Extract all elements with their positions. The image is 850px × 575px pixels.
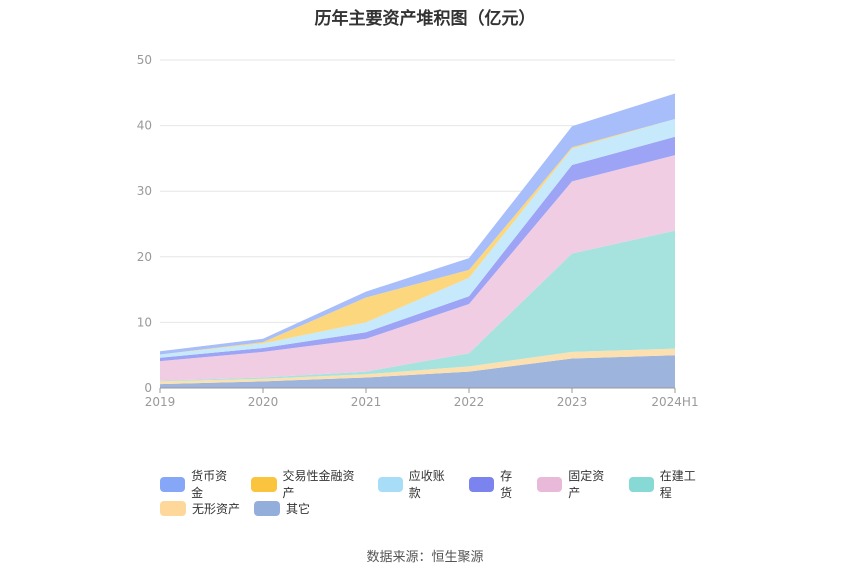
area-series bbox=[160, 348, 675, 385]
legend-item[interactable]: 无形资产 bbox=[160, 500, 240, 517]
legend-label: 应收账款 bbox=[408, 469, 445, 500]
legend-swatch bbox=[469, 476, 495, 492]
chart-legend: 货币资金 交易性金融资产 应收账款 存货 固定资产 在建工程无形资产 其它 bbox=[160, 469, 720, 520]
area-series bbox=[160, 136, 675, 362]
legend-label: 无形资产 bbox=[192, 501, 241, 516]
area-series bbox=[160, 119, 675, 355]
legend-swatch bbox=[537, 476, 563, 492]
legend-label: 固定资产 bbox=[568, 469, 605, 500]
y-tick-label: 40 bbox=[137, 119, 152, 133]
legend-swatch bbox=[251, 476, 277, 492]
legend-label: 其它 bbox=[286, 501, 311, 516]
legend-item[interactable]: 其它 bbox=[254, 500, 310, 517]
legend-swatch bbox=[254, 500, 281, 516]
legend-row: 货币资金 交易性金融资产 应收账款 存货 固定资产 在建工程 bbox=[160, 469, 720, 500]
legend-swatch bbox=[160, 476, 186, 492]
data-source: 数据来源：恒生聚源 bbox=[366, 550, 484, 565]
x-tick-label: 2023 bbox=[557, 395, 588, 409]
y-tick-label: 20 bbox=[137, 250, 152, 264]
legend-swatch bbox=[628, 476, 654, 492]
legend-label: 货币资金 bbox=[191, 469, 228, 500]
legend-label: 交易性金融资产 bbox=[282, 469, 355, 500]
legend-label: 存货 bbox=[500, 469, 513, 500]
area-series bbox=[160, 155, 675, 381]
legend-item[interactable]: 交易性金融资产 bbox=[251, 467, 363, 501]
legend-swatch bbox=[160, 500, 186, 516]
y-tick-label: 30 bbox=[137, 184, 152, 198]
y-tick-label: 0 bbox=[144, 381, 152, 395]
x-tick-label: 2021 bbox=[351, 395, 382, 409]
area-series bbox=[160, 119, 675, 358]
x-tick-label: 2022 bbox=[454, 395, 485, 409]
y-tick-label: 10 bbox=[137, 315, 152, 329]
legend-item[interactable]: 在建工程 bbox=[628, 467, 706, 501]
legend-item[interactable]: 固定资产 bbox=[537, 467, 614, 501]
x-tick-label: 2024H1 bbox=[651, 395, 698, 409]
area-series bbox=[160, 230, 675, 382]
stacked-area-chart: 0 10 20 30 40 50 2019 2020 2021 2022 2023 2024H1 bbox=[137, 53, 699, 409]
legend-swatch bbox=[377, 476, 403, 492]
area-series bbox=[160, 93, 675, 355]
legend-item[interactable]: 货币资金 bbox=[160, 467, 237, 501]
y-tick-label: 50 bbox=[137, 53, 152, 67]
area-series bbox=[160, 355, 675, 388]
legend-item[interactable]: 应收账款 bbox=[377, 467, 455, 501]
x-tick-label: 2020 bbox=[248, 395, 279, 409]
legend-item[interactable]: 存货 bbox=[469, 467, 523, 501]
x-tick-label: 2019 bbox=[145, 395, 176, 409]
legend-row: 无形资产 其它 bbox=[160, 496, 720, 520]
chart-title: 历年主要资产堆积图（亿元） bbox=[314, 9, 536, 29]
legend-label: 在建工程 bbox=[659, 469, 696, 500]
